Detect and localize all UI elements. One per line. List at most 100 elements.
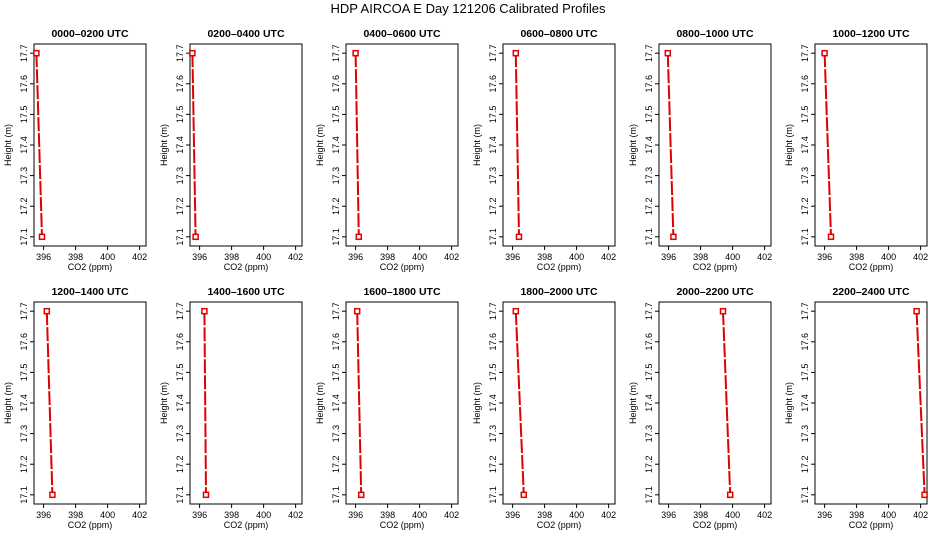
y-axis-label: Height (m) (315, 382, 325, 424)
chart-panel: 0000–0200 UTC 17.1 17.2 17.3 17.4 17.5 17.6 17.… (3, 28, 147, 272)
y-tick-label: 17.5 (19, 106, 29, 124)
x-tick-label: 402 (132, 510, 147, 520)
profile-line (35, 53, 43, 237)
plot-frame (814, 43, 928, 247)
x-tick-label: 398 (849, 252, 864, 262)
y-axis-label: Height (m) (784, 382, 794, 424)
y-tick-label: 17.6 (331, 75, 341, 93)
chart-panel: 0400–0600 UTC 17.1 17.2 17.3 17.4 17.5 17.6 17.… (315, 28, 459, 272)
x-tick-label: 400 (569, 252, 584, 262)
x-tick-label: 402 (757, 510, 772, 520)
y-tick-label: 17.2 (488, 197, 498, 215)
data-point (512, 307, 520, 315)
y-tick-label: 17.5 (800, 364, 810, 382)
y-tick-label: 17.6 (175, 333, 185, 351)
data-point (726, 491, 734, 499)
x-tick-label: 396 (817, 252, 832, 262)
data-point (352, 49, 359, 57)
y-tick-label: 17.7 (19, 44, 29, 62)
chart-panel: 1400–1600 UTC 17.1 17.2 17.3 17.4 17.5 17.6 17.… (159, 286, 303, 530)
x-tick-label: 402 (601, 252, 616, 262)
y-tick-label: 17.6 (488, 333, 498, 351)
plot-frame (189, 43, 303, 247)
panel-title: 1000–1200 UTC (832, 28, 909, 40)
chart-panel: 1600–1800 UTC 17.1 17.2 17.3 17.4 17.5 17.6 17.… (315, 286, 459, 530)
y-tick-label: 17.6 (19, 75, 29, 93)
data-point (921, 491, 928, 499)
profile-line (915, 311, 926, 495)
chart-panel: 2200–2400 UTC 17.1 17.2 17.3 17.4 17.5 17.6 17.… (784, 286, 928, 530)
x-tick-label: 402 (288, 510, 303, 520)
profile-line (514, 311, 525, 495)
y-tick-label: 17.7 (175, 44, 185, 62)
y-tick-label: 17.2 (19, 455, 29, 473)
y-tick-label: 17.7 (331, 302, 341, 320)
panel-title: 1200–1400 UTC (51, 286, 128, 298)
data-point (43, 307, 51, 315)
y-tick-label: 17.2 (488, 455, 498, 473)
panel-title: 2000–2200 UTC (676, 286, 753, 298)
y-tick-label: 17.7 (488, 302, 498, 320)
y-tick-label: 17.7 (19, 302, 29, 320)
plot-frame (814, 301, 928, 505)
x-tick-label: 400 (100, 252, 115, 262)
data-point (670, 233, 677, 241)
data-point (189, 49, 196, 57)
profile-line (666, 53, 675, 237)
data-point (357, 491, 365, 499)
x-axis-label: CO2 (ppm) (224, 262, 269, 272)
y-tick-label: 17.4 (800, 136, 810, 154)
y-tick-label: 17.1 (644, 486, 654, 504)
y-tick-label: 17.2 (331, 455, 341, 473)
profile-line (514, 53, 520, 237)
profile-line (722, 311, 732, 495)
chart-panel: 0600–0800 UTC 17.1 17.2 17.3 17.4 17.5 17.6 17.… (472, 28, 616, 272)
y-tick-label: 17.7 (644, 302, 654, 320)
y-tick-label: 17.4 (175, 394, 185, 412)
x-tick-label: 398 (68, 510, 83, 520)
y-axis-label: Height (m) (628, 382, 638, 424)
x-tick-label: 400 (725, 510, 740, 520)
x-tick-label: 400 (256, 510, 271, 520)
y-tick-label: 17.4 (488, 394, 498, 412)
chart-panel: 1000–1200 UTC 17.1 17.2 17.3 17.4 17.5 17.6 17.… (784, 28, 928, 272)
x-tick-label: 398 (537, 510, 552, 520)
y-tick-label: 17.4 (175, 136, 185, 154)
y-tick-label: 17.1 (488, 228, 498, 246)
y-tick-label: 17.2 (644, 455, 654, 473)
y-tick-label: 17.5 (644, 106, 654, 124)
data-point (38, 233, 46, 241)
y-tick-label: 17.1 (175, 228, 185, 246)
panel-title: 1600–1800 UTC (363, 286, 440, 298)
profile-line (823, 53, 832, 237)
y-tick-label: 17.7 (175, 302, 185, 320)
y-tick-label: 17.2 (800, 197, 810, 215)
y-tick-label: 17.5 (331, 364, 341, 382)
y-tick-label: 17.6 (644, 333, 654, 351)
data-point (355, 233, 363, 241)
x-tick-label: 400 (412, 252, 427, 262)
x-axis-label: CO2 (ppm) (537, 520, 582, 530)
y-tick-label: 17.2 (800, 455, 810, 473)
y-tick-label: 17.3 (331, 167, 341, 185)
chart-panel: 1200–1400 UTC 17.1 17.2 17.3 17.4 17.5 17.6 17.… (3, 286, 147, 530)
x-tick-label: 398 (68, 252, 83, 262)
y-tick-label: 17.1 (644, 228, 654, 246)
y-tick-label: 17.6 (488, 75, 498, 93)
data-point (664, 49, 672, 57)
plot-frame (502, 43, 616, 247)
y-tick-label: 17.7 (488, 44, 498, 62)
x-tick-label: 400 (412, 510, 427, 520)
y-tick-label: 17.4 (331, 394, 341, 412)
profile-line (191, 53, 197, 237)
y-tick-label: 17.2 (644, 197, 654, 215)
profile-line (45, 311, 54, 495)
y-tick-label: 17.5 (175, 106, 185, 124)
data-point (512, 49, 520, 57)
x-tick-label: 398 (693, 252, 708, 262)
x-tick-label: 396 (36, 252, 51, 262)
plot-frame (658, 43, 772, 247)
x-tick-label: 396 (36, 510, 51, 520)
y-tick-label: 17.1 (488, 486, 498, 504)
